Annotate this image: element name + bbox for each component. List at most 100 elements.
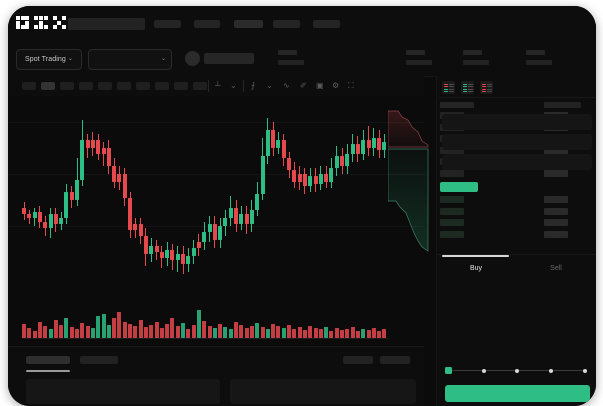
pair-select[interactable]: ⌄ — [88, 49, 172, 70]
volume-bar — [69, 327, 74, 338]
volume-bar — [212, 328, 217, 338]
volume-bar — [85, 326, 90, 338]
orderbook-sell-row[interactable] — [440, 146, 464, 154]
volume-bar — [313, 328, 318, 338]
market-subheader: Spot Trading ⌄ ⌄ — [8, 42, 596, 77]
orderbook-buy-row[interactable] — [440, 230, 464, 238]
volume-bar — [287, 325, 291, 338]
okx-logo[interactable] — [16, 16, 66, 31]
volume-bar — [170, 318, 175, 338]
volume-bar — [59, 325, 64, 338]
orderbook-mode-sell-icon[interactable] — [480, 81, 493, 94]
volume-bar — [43, 326, 48, 338]
timeframe-5[interactable] — [98, 82, 112, 90]
nav-item-3[interactable] — [234, 20, 263, 28]
search-input[interactable] — [68, 18, 145, 30]
orderbook-mode-buy-icon[interactable] — [461, 81, 474, 94]
timeframe-1[interactable] — [22, 82, 36, 90]
timeframe-6[interactable] — [117, 82, 131, 90]
pencil-icon[interactable]: ✐ — [300, 81, 307, 90]
orderbook-buy-row[interactable] — [440, 207, 464, 215]
volume-bar — [101, 314, 106, 338]
gridline-1 — [8, 122, 424, 123]
volume-bar — [218, 324, 223, 338]
orders-panel — [8, 346, 424, 406]
timeframe-4[interactable] — [79, 82, 93, 90]
depth-chart-overlay — [388, 101, 436, 301]
timeframe-2[interactable] — [41, 82, 55, 90]
tab-buy[interactable]: Buy — [469, 265, 483, 272]
fullscreen-icon[interactable]: ⛶ — [348, 81, 354, 90]
volume-bar — [308, 326, 313, 338]
volume-histogram — [8, 298, 424, 346]
volume-bar — [32, 331, 37, 338]
market-stat-2 — [406, 50, 432, 65]
price-candlestick-chart[interactable] — [8, 96, 424, 296]
timeframe-7[interactable] — [136, 82, 150, 90]
trade-form-tabs: Buy Sell — [437, 254, 596, 283]
volume-bar — [329, 331, 334, 338]
volume-bar — [196, 310, 201, 338]
spot-trading-dropdown[interactable]: Spot Trading ⌄ — [16, 49, 82, 70]
volume-bar — [175, 326, 180, 338]
volume-bar — [318, 329, 323, 338]
slider-handle[interactable] — [445, 367, 452, 374]
nav-item-1[interactable] — [154, 20, 181, 28]
orders-action-1[interactable] — [343, 356, 373, 364]
volume-bar — [371, 328, 376, 338]
volume-bar — [22, 324, 26, 338]
volume-bar — [345, 329, 350, 338]
amount-slider[interactable] — [445, 366, 590, 376]
volume-bar — [377, 331, 382, 338]
orders-tab-2[interactable] — [80, 356, 118, 364]
slider-step-25[interactable] — [482, 368, 486, 373]
timeframe-9[interactable] — [174, 82, 188, 90]
candlestick-icon[interactable]: ┴ — [215, 81, 221, 90]
device-frame: Spot Trading ⌄ ⌄ ┴ ⌄ ⨍ ⌄ ∿ ✐ ▣ ⚙ ⛶ — [8, 6, 596, 406]
slider-step-75[interactable] — [549, 368, 553, 373]
volume-bar — [334, 328, 339, 338]
slider-step-50[interactable] — [515, 368, 519, 373]
market-stat-4 — [526, 50, 552, 65]
orders-tab-underline — [26, 370, 70, 372]
orderbook-buy-row[interactable] — [440, 219, 464, 226]
volume-bar — [255, 323, 260, 338]
volume-baseline — [22, 338, 388, 339]
tab-sell[interactable]: Sell — [550, 265, 562, 272]
submit-buy-button[interactable] — [445, 385, 590, 402]
line-tool-icon[interactable]: ∿ — [283, 81, 290, 90]
orders-tab-1[interactable] — [26, 356, 70, 364]
slider-step-100[interactable] — [583, 368, 587, 373]
nav-item-5[interactable] — [313, 20, 340, 28]
nav-item-2[interactable] — [194, 20, 220, 28]
chevron-down-icon-2[interactable]: ⌄ — [266, 81, 273, 90]
order-price-field[interactable] — [442, 114, 592, 130]
timeframe-8[interactable] — [155, 82, 169, 90]
volume-bar — [48, 329, 53, 338]
orderbook-header-price — [440, 102, 474, 108]
orderbook-mode-both-icon[interactable] — [442, 81, 455, 94]
order-total-field[interactable] — [442, 154, 592, 170]
volume-bar — [90, 328, 95, 338]
indicator-icon[interactable]: ⨍ — [251, 81, 256, 90]
camera-icon[interactable]: ▣ — [316, 81, 324, 90]
nav-item-4[interactable] — [273, 20, 300, 28]
volume-bar — [292, 329, 297, 338]
orderbook-buy-row[interactable] — [440, 196, 464, 203]
timeframe-10[interactable] — [193, 82, 207, 90]
order-amount-field[interactable] — [442, 134, 592, 150]
volume-bar — [355, 331, 360, 338]
volume-bar — [350, 327, 355, 338]
timeframe-3[interactable] — [60, 82, 74, 90]
volume-bar — [143, 327, 148, 338]
volume-bar — [27, 328, 32, 338]
orders-action-2[interactable] — [380, 356, 410, 364]
settings-icon[interactable]: ⚙ — [332, 81, 340, 90]
volume-bar — [53, 320, 58, 338]
orderbook-sell-row[interactable] — [440, 169, 464, 177]
volume-bar — [361, 329, 366, 338]
toolbar-divider-2 — [243, 80, 244, 92]
volume-bar — [37, 322, 42, 338]
chevron-down-icon-1[interactable]: ⌄ — [230, 81, 237, 90]
orderbook-last-price — [440, 182, 478, 192]
